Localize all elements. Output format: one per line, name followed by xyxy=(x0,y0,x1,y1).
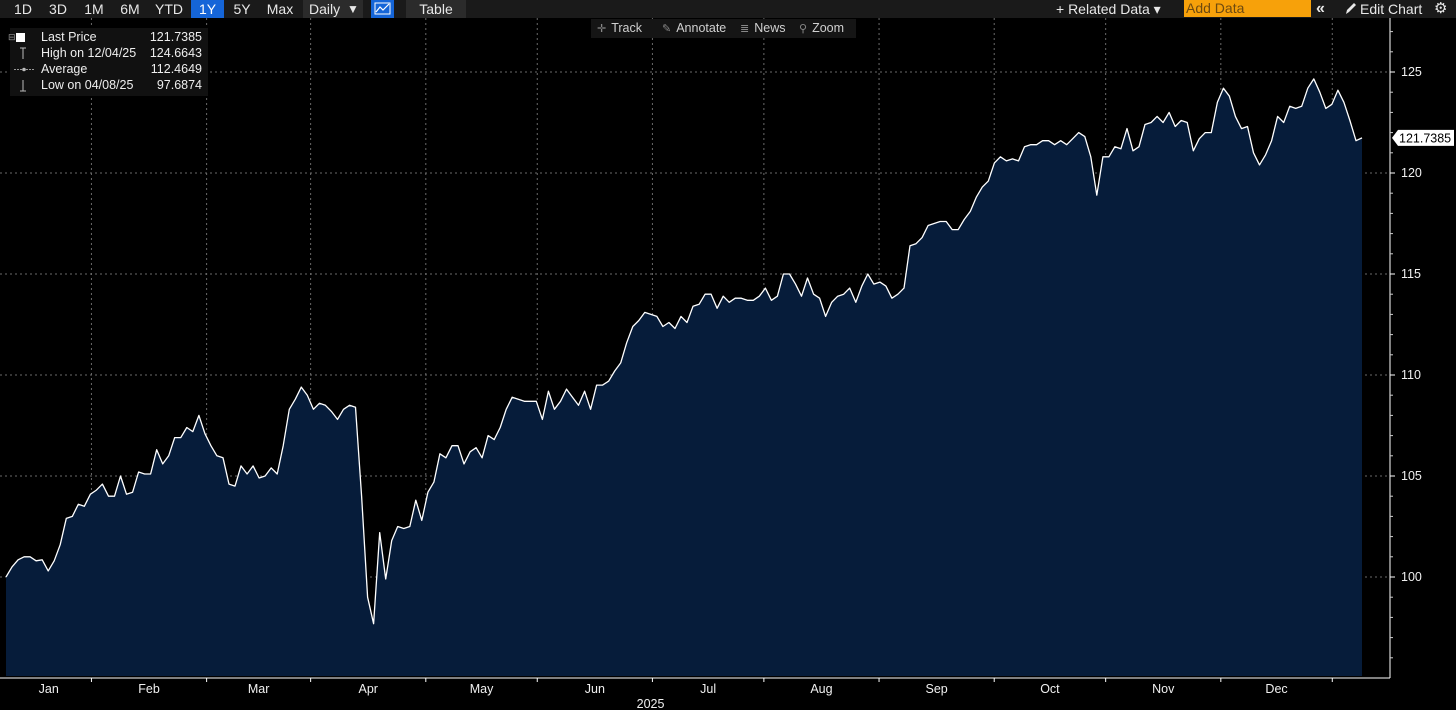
edit-chart-label: Edit Chart xyxy=(1360,1,1423,17)
x-tick-label: Jan xyxy=(39,682,59,696)
y-tick-label: 125 xyxy=(1401,65,1422,79)
range-3d-button[interactable]: 3D xyxy=(49,1,67,17)
y-tick-label: 115 xyxy=(1401,267,1421,281)
legend-row-average: Average 112.4649 xyxy=(10,62,208,77)
gear-icon[interactable]: ⚙ xyxy=(1434,0,1448,17)
range-1y-button[interactable]: 1Y xyxy=(191,0,224,18)
frequency-dropdown[interactable]: Daily ▼ xyxy=(303,0,363,18)
legend-label: Last Price xyxy=(41,30,97,44)
news-button[interactable]: ≣ News xyxy=(740,19,785,38)
y-tick-label: 120 xyxy=(1401,166,1422,180)
x-axis: Jan Feb Mar Apr May Jun Jul Aug Sep Oct Nov Dec xyxy=(39,678,1333,696)
zoom-button[interactable]: ⚲ Zoom xyxy=(799,19,844,38)
y-axis: 100 105 110 115 120 125 xyxy=(1390,31,1422,659)
legend-label: Low on 04/08/25 xyxy=(41,78,134,92)
legend-row-low: Low on 04/08/25 97.6874 xyxy=(10,78,208,93)
legend: ⊟ Last Price 121.7385 High on 12/04/25 1… xyxy=(8,28,208,96)
collapse-icon[interactable]: « xyxy=(1316,0,1325,17)
legend-row-high: High on 12/04/25 124.6643 xyxy=(10,46,208,61)
x-tick-label: May xyxy=(470,682,494,696)
range-1m-button[interactable]: 1M xyxy=(84,1,104,17)
legend-value: 124.6643 xyxy=(149,46,202,60)
range-ytd-button[interactable]: YTD xyxy=(155,1,183,17)
crosshair-icon: ✛ xyxy=(597,23,607,35)
legend-value: 121.7385 xyxy=(149,30,202,44)
zoom-label: Zoom xyxy=(812,21,845,35)
x-tick-label: Nov xyxy=(1152,682,1175,696)
price-area xyxy=(6,78,1362,676)
annotate-button[interactable]: ✎ Annotate xyxy=(662,19,726,38)
track-label: Track xyxy=(611,21,643,35)
chart-tools-bar: ✛ Track ✎ Annotate ≣ News ⚲ Zoom xyxy=(591,19,856,38)
y-tick-label: 100 xyxy=(1401,570,1422,584)
range-max-button[interactable]: Max xyxy=(266,1,294,17)
line-chart-icon xyxy=(374,2,391,15)
table-view-button[interactable]: Table xyxy=(406,0,466,18)
track-button[interactable]: ✛ Track xyxy=(597,19,642,38)
chevron-down-icon: ▼ xyxy=(347,2,359,16)
last-price-tag-bg xyxy=(1392,129,1454,146)
expand-icon[interactable]: ⊟ xyxy=(8,32,16,42)
legend-label: High on 12/04/25 xyxy=(41,46,137,60)
series-color-swatch xyxy=(16,33,25,42)
chart-view-button[interactable] xyxy=(371,0,394,18)
average-marker-icon xyxy=(14,62,34,77)
legend-value: 112.4649 xyxy=(150,62,202,76)
chart-toolbar: 1D 3D 1M 6M YTD 1Y 5Y Max Daily ▼ Table … xyxy=(0,0,1456,18)
legend-row-last-price[interactable]: ⊟ Last Price 121.7385 xyxy=(8,30,208,45)
x-tick-label: Sep xyxy=(925,682,947,696)
x-tick-label: Aug xyxy=(810,682,832,696)
legend-label: Average xyxy=(41,62,88,76)
x-tick-label: Oct xyxy=(1040,682,1060,696)
pen-icon: ✎ xyxy=(662,23,672,35)
magnifier-icon: ⚲ xyxy=(799,23,808,35)
x-tick-label: Feb xyxy=(138,682,160,696)
pencil-icon xyxy=(1346,3,1356,14)
x-tick-label: Mar xyxy=(248,682,270,696)
news-icon: ≣ xyxy=(740,23,750,35)
news-label: News xyxy=(754,21,786,35)
add-data-input[interactable] xyxy=(1184,0,1311,17)
x-tick-label: Jun xyxy=(585,682,605,696)
range-1d-button[interactable]: 1D xyxy=(14,1,32,17)
last-price-tag-value: 121.7385 xyxy=(1399,131,1451,145)
low-marker-icon xyxy=(14,78,28,93)
range-6m-button[interactable]: 6M xyxy=(120,1,140,17)
price-chart[interactable]: 100 105 110 115 120 125 Jan Feb Mar Apr May Jun Jul… xyxy=(0,18,1456,710)
x-tick-label: Dec xyxy=(1265,682,1287,696)
x-tick-label: Jul xyxy=(700,682,716,696)
range-5y-button[interactable]: 5Y xyxy=(233,1,251,17)
x-axis-title: 2025 xyxy=(637,697,665,710)
y-tick-label: 105 xyxy=(1401,469,1422,483)
related-data-button[interactable]: + Related Data ▾ xyxy=(1056,1,1161,17)
high-marker-icon xyxy=(14,46,28,61)
annotate-label: Annotate xyxy=(676,21,727,35)
last-price-tag: 121.7385 xyxy=(1392,129,1454,146)
x-tick-label: Apr xyxy=(358,682,377,696)
frequency-label: Daily xyxy=(309,1,341,17)
legend-value: 97.6874 xyxy=(156,78,202,92)
price-line xyxy=(5,78,1363,625)
y-tick-label: 110 xyxy=(1401,368,1421,382)
